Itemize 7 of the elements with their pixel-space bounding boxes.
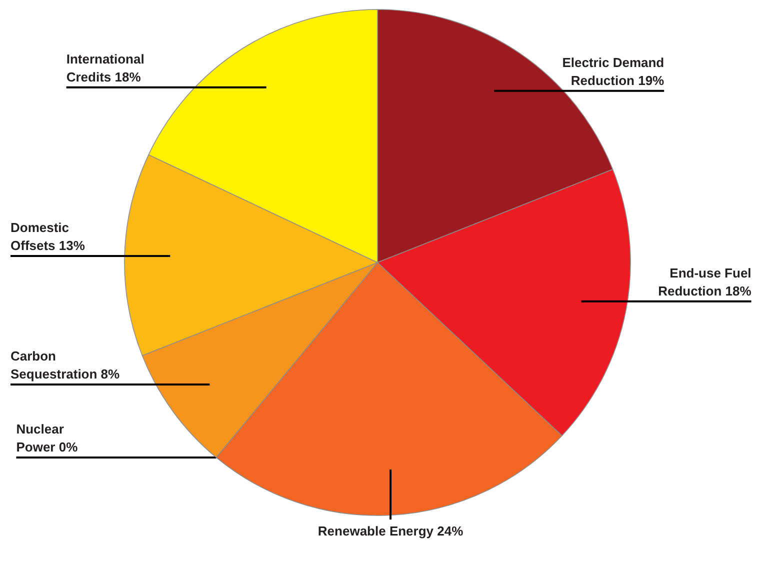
slice-label: Domestic Offsets 13% [10, 220, 86, 253]
slice-label: Carbon Sequestration 8% [10, 348, 120, 382]
slice-label: Renewable Energy 24% [318, 524, 464, 539]
slice-label: Electric Demand Reduction 19% [562, 54, 665, 88]
slice-label: End-use Fuel Reduction 18% [658, 265, 752, 298]
category-label: Nuclear Power 0% [16, 421, 78, 454]
slice-label: International Credits 18% [66, 51, 144, 84]
